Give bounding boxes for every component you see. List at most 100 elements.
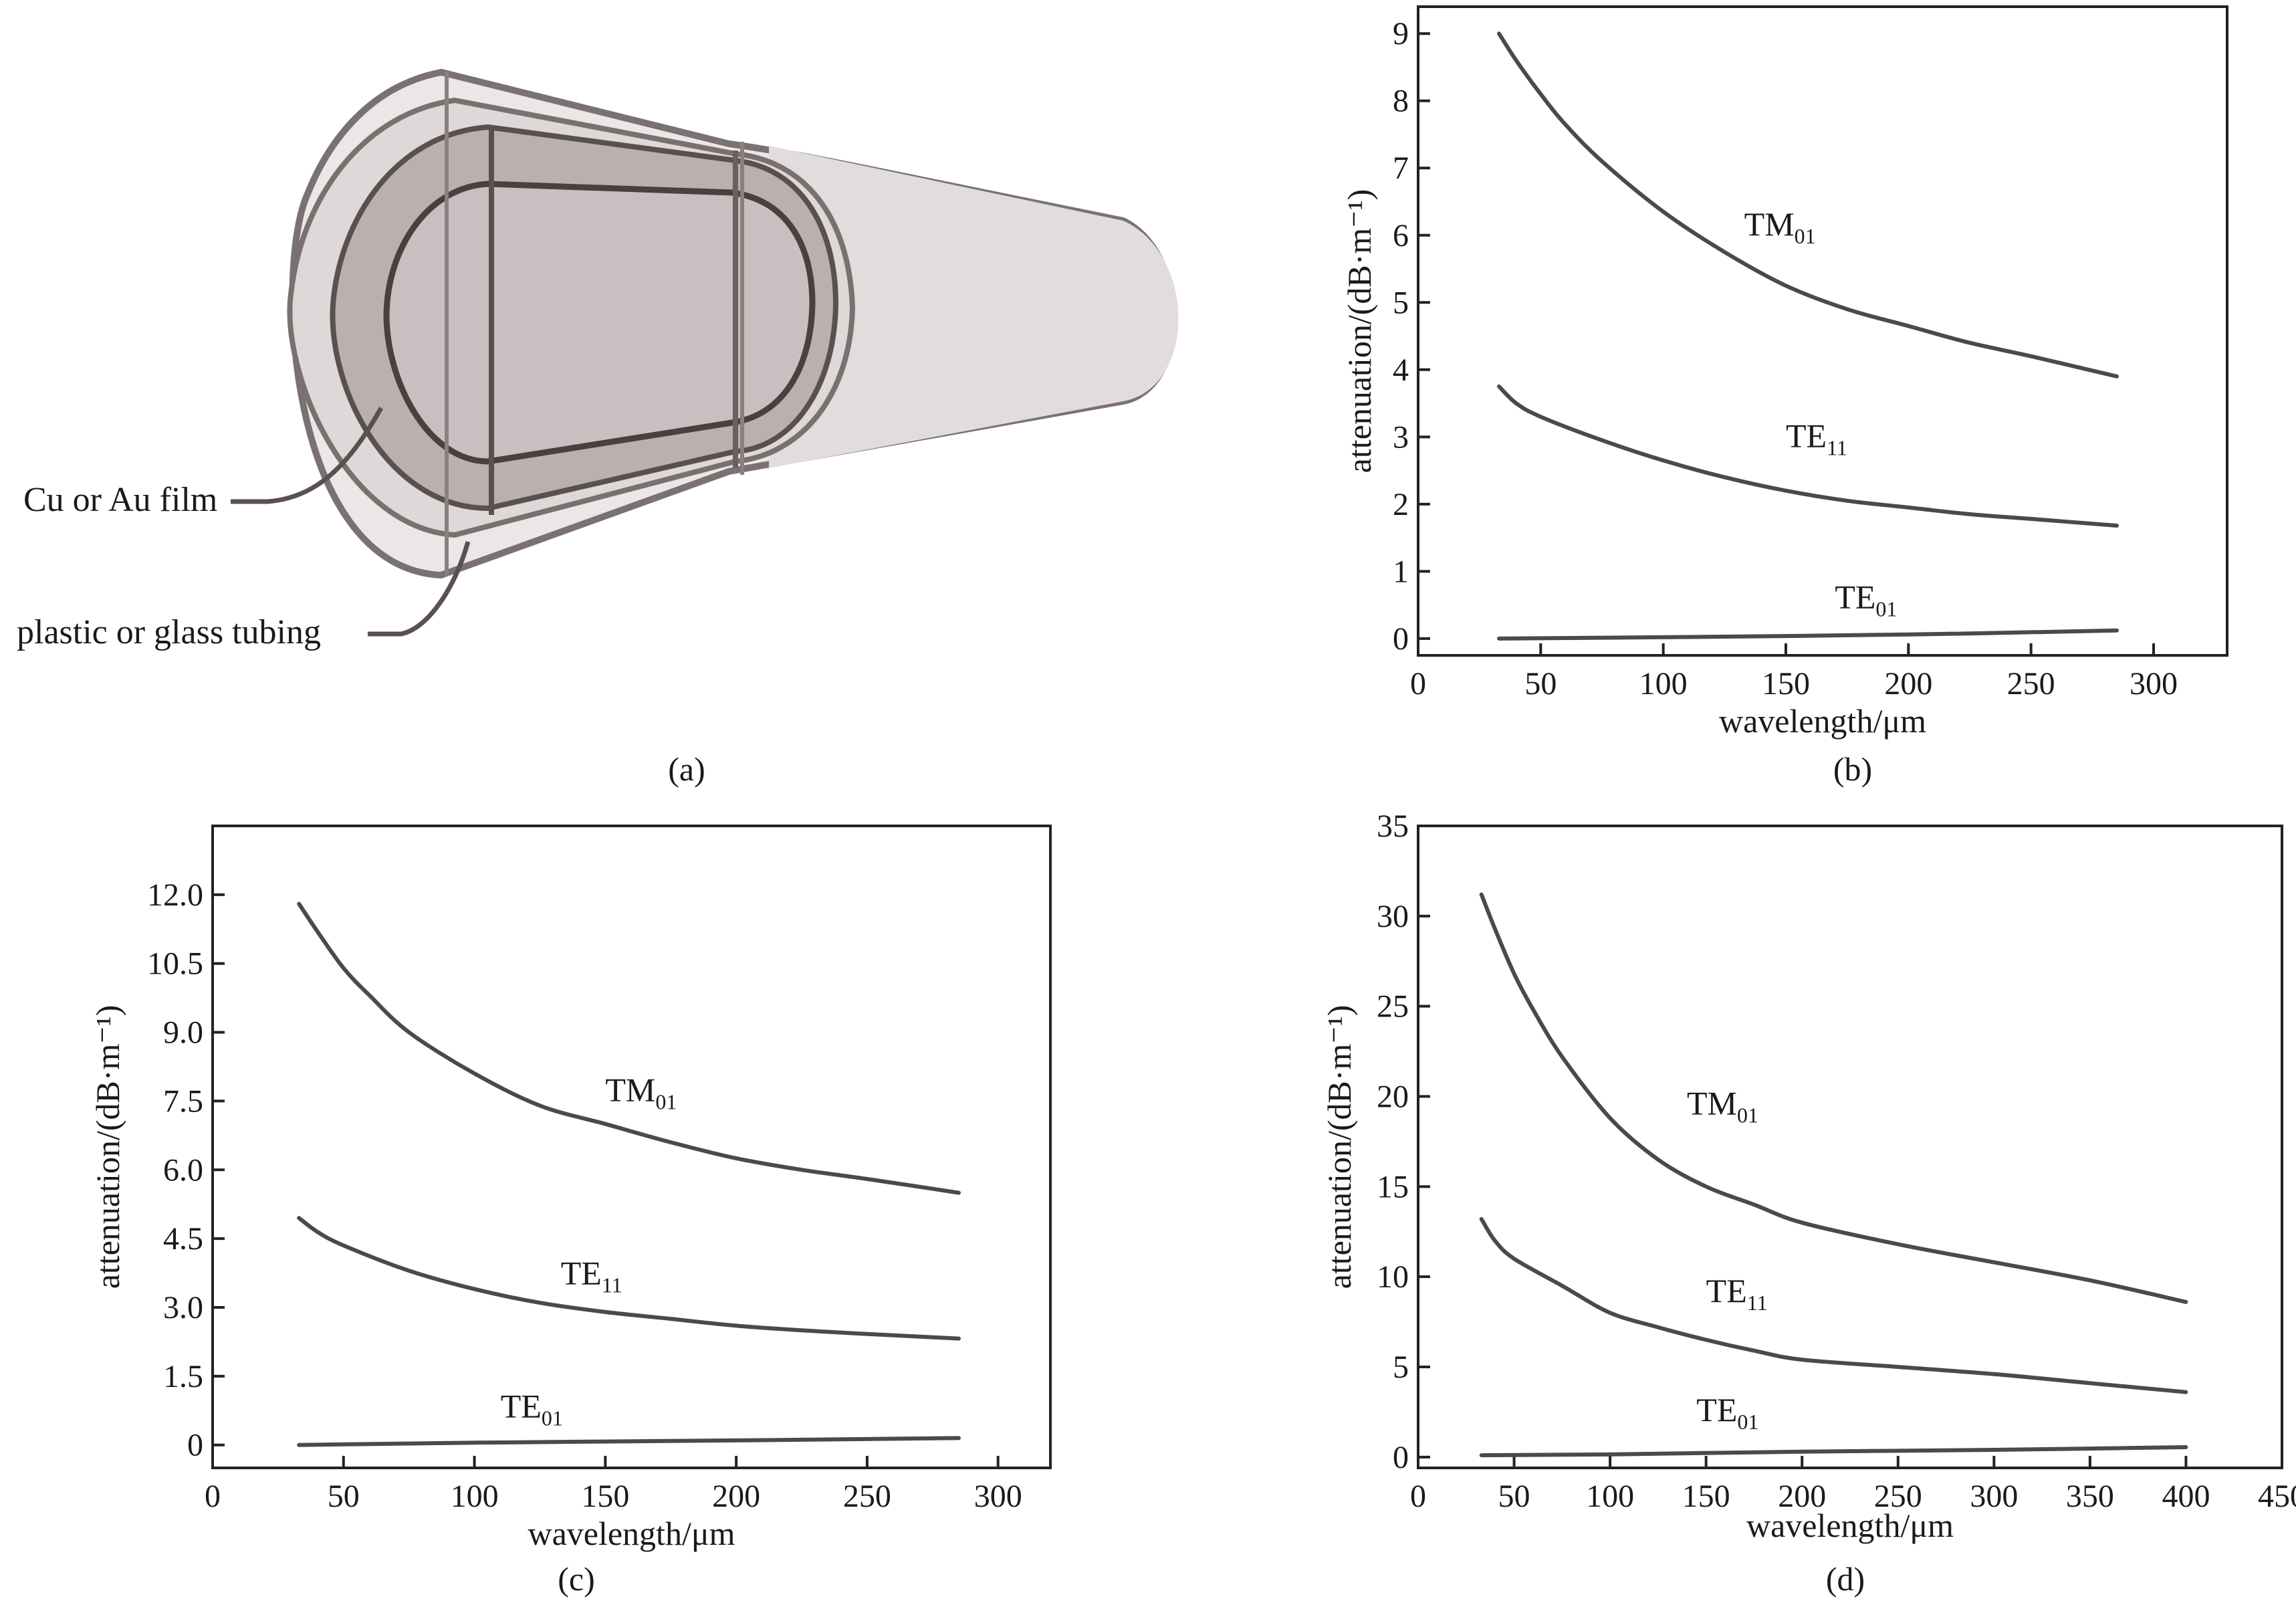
- series-label-subscript: 01: [1875, 597, 1897, 621]
- series-label-subscript: 01: [655, 1089, 677, 1113]
- series-label-name: TE: [1696, 1391, 1737, 1428]
- y-tick-label: 1: [1393, 554, 1409, 589]
- x-tick-label: 250: [843, 1479, 891, 1514]
- series-label-subscript: 01: [542, 1406, 563, 1430]
- x-tick-label: 300: [2130, 666, 2178, 702]
- y-tick-label: 8: [1393, 84, 1409, 119]
- series-label-subscript: 01: [1795, 224, 1816, 248]
- x-tick-label: 100: [1639, 666, 1688, 702]
- y-tick-label: 35: [1377, 809, 1409, 844]
- x-axis-label: wavelength/μm: [528, 1515, 735, 1552]
- y-tick-label: 9.0: [163, 1015, 203, 1051]
- y-tick-label: 20: [1377, 1079, 1409, 1114]
- y-tick-label: 15: [1377, 1169, 1409, 1204]
- series-label-subscript: 11: [602, 1273, 622, 1297]
- panel-label-c: (c): [558, 1560, 595, 1598]
- x-tick-label: 250: [1874, 1479, 1922, 1514]
- y-tick-label: 0: [1393, 1440, 1409, 1475]
- y-tick-label: 6.0: [163, 1152, 203, 1188]
- chart-b: 0 50 100 150 200 250 3000123456789wavelength/μ…: [1341, 5, 2228, 740]
- x-tick-label: 50: [1498, 1479, 1530, 1514]
- y-tick-label: 1.5: [163, 1359, 203, 1394]
- x-tick-label: 150: [1762, 666, 1810, 702]
- series-label-name: TE: [501, 1388, 542, 1425]
- y-tick-label: 9: [1393, 16, 1409, 51]
- film-label: Cu or Au film: [23, 481, 217, 519]
- series-line-te11: [1497, 384, 2119, 528]
- series-line-tm01: [1479, 892, 2188, 1304]
- series-line-te11: [1479, 1216, 2188, 1394]
- x-tick-label: 150: [1682, 1479, 1730, 1514]
- series-label-name: TE: [561, 1255, 602, 1292]
- y-axis-label: attenuation/(dB·m⁻¹): [1341, 189, 1378, 473]
- x-axis-label: wavelength/μm: [1719, 702, 1926, 740]
- series-line-te01: [1497, 628, 2119, 641]
- x-tick-label: 350: [2066, 1479, 2114, 1514]
- y-tick-label: 7: [1393, 150, 1409, 186]
- x-tick-label: 50: [328, 1479, 360, 1514]
- y-tick-label: 3.0: [163, 1290, 203, 1325]
- series-label-subscript: 01: [1737, 1410, 1758, 1434]
- x-tick-label: 100: [451, 1479, 499, 1514]
- tubing-label: plastic or glass tubing: [17, 613, 321, 651]
- series-label-tm01: TM01: [605, 1071, 677, 1113]
- chart-d: 0 50 100 150 200 250 300 350 400 450 0 5 10 15 20 25 30 3…: [1321, 809, 2296, 1544]
- series-label-name: TM: [605, 1071, 655, 1108]
- series-label-te01: TE01: [501, 1388, 563, 1430]
- series-label-name: TE: [1835, 578, 1875, 616]
- series-label-te11: TE11: [561, 1255, 622, 1297]
- y-tick-label: 10.5: [147, 946, 203, 982]
- x-tick-label: 300: [1970, 1479, 2018, 1514]
- y-tick-label: 4: [1393, 352, 1409, 388]
- y-tick-label: 0: [187, 1428, 203, 1463]
- tubing-leader-line: [368, 541, 471, 637]
- series-label-tm01: TM01: [1744, 205, 1816, 248]
- x-tick-label: 0: [1410, 666, 1426, 702]
- series-label-te11: TE11: [1786, 417, 1847, 459]
- series-label-name: TE: [1706, 1272, 1747, 1309]
- series-label-te01: TE01: [1835, 578, 1897, 621]
- x-tick-label: 150: [581, 1479, 629, 1514]
- tubing-end: [769, 146, 1179, 468]
- x-tick-label: 200: [712, 1479, 760, 1514]
- x-tick-label: 450: [2258, 1479, 2296, 1514]
- x-tick-label: 200: [1778, 1479, 1826, 1514]
- series-line-te11: [297, 1216, 961, 1341]
- x-tick-label: 300: [974, 1479, 1022, 1514]
- y-tick-label: 5: [1393, 1350, 1409, 1385]
- x-tick-label: 250: [2007, 666, 2055, 702]
- series-line-tm01: [297, 901, 961, 1195]
- film-leader-line: [231, 407, 384, 504]
- series-label-name: TM: [1687, 1084, 1737, 1121]
- series-line-te01: [1479, 1445, 2188, 1458]
- series-label-name: TM: [1744, 205, 1795, 243]
- series-label-subscript: 01: [1737, 1103, 1758, 1127]
- x-axis-label: wavelength/μm: [1746, 1507, 1954, 1544]
- series-line-tm01: [1497, 31, 2119, 379]
- series-label-subscript: 11: [1747, 1291, 1768, 1315]
- y-tick-label: 3: [1393, 419, 1409, 455]
- y-tick-label: 5: [1393, 285, 1409, 320]
- y-tick-label: 6: [1393, 218, 1409, 253]
- y-axis-label: attenuation/(dB·m⁻¹): [1321, 1005, 1358, 1289]
- y-axis-label: attenuation/(dB·m⁻¹): [89, 1005, 126, 1289]
- y-tick-label: 30: [1377, 899, 1409, 934]
- y-tick-label: 0: [1393, 621, 1409, 657]
- x-tick-label: 200: [1884, 666, 1932, 702]
- series-label-subscript: 11: [1827, 435, 1847, 459]
- x-tick-label: 400: [2162, 1479, 2210, 1514]
- x-tick-label: 100: [1586, 1479, 1634, 1514]
- y-tick-label: 25: [1377, 989, 1409, 1025]
- plot-frame: [1417, 5, 2228, 657]
- series-label-te01: TE01: [1696, 1391, 1758, 1434]
- x-tick-label: 0: [205, 1479, 221, 1514]
- x-tick-label: 0: [1410, 1479, 1426, 1514]
- y-tick-label: 7.5: [163, 1083, 203, 1119]
- waveguide-diagram: Cu or Au film plastic or glass tubing: [17, 68, 1179, 651]
- x-tick-label: 50: [1524, 666, 1557, 702]
- y-tick-label: 2: [1393, 487, 1409, 522]
- chart-c: 0 50 100 150 200 250 300 0 1.5 3.0 4.5 6.0 7.5 9.0 10.…: [89, 825, 1052, 1552]
- plot-frame: [1417, 825, 2283, 1469]
- series-label-name: TE: [1786, 417, 1827, 454]
